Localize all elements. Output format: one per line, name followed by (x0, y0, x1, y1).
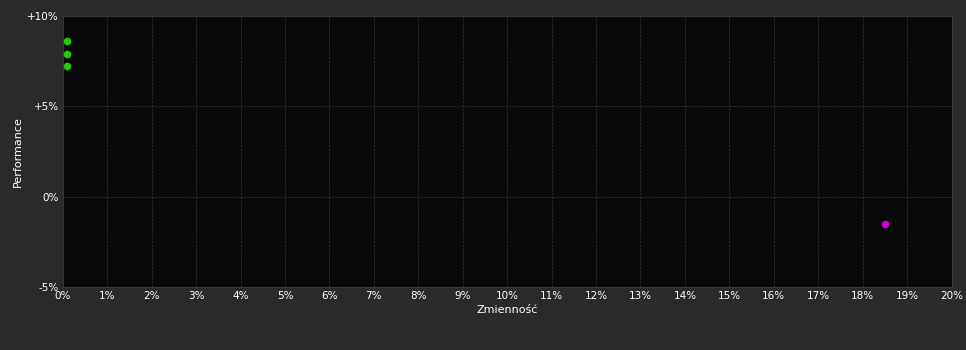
X-axis label: Zmienność: Zmienność (476, 305, 538, 315)
Point (877, 221, 893, 226)
Point (60, 64, 75, 69)
Y-axis label: Performance: Performance (13, 116, 23, 187)
Point (60, 51, 75, 57)
Point (60, 38, 75, 44)
